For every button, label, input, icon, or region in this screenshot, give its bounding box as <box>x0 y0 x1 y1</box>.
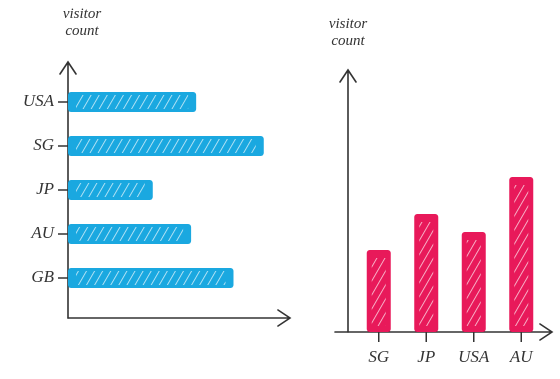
x-tick-label: JP <box>417 347 435 366</box>
bar-hatch <box>371 258 386 326</box>
x-tick-label: SG <box>368 347 389 366</box>
x-tick-label: USA <box>458 347 490 366</box>
y-axis <box>339 68 357 333</box>
x-axis <box>67 309 292 327</box>
y-tick-label: GB <box>31 267 54 286</box>
y-tick-label: SG <box>33 135 54 154</box>
y-axis-label: visitor count <box>62 6 102 39</box>
bar-hatch <box>76 183 145 197</box>
bar-hatch <box>514 185 529 326</box>
y-tick-label: USA <box>23 91 55 110</box>
y-tick-label: JP <box>36 179 54 198</box>
bar-hatch <box>419 222 434 326</box>
bar-hatch <box>466 240 481 326</box>
bar-hatch <box>76 227 184 241</box>
bar-hatch <box>76 139 256 153</box>
y-tick-label: AU <box>30 223 55 242</box>
y-axis-label: visitor count <box>328 16 368 49</box>
x-tick-label: AU <box>509 347 534 366</box>
bar-hatch <box>76 271 226 285</box>
bar-hatch <box>76 95 189 109</box>
